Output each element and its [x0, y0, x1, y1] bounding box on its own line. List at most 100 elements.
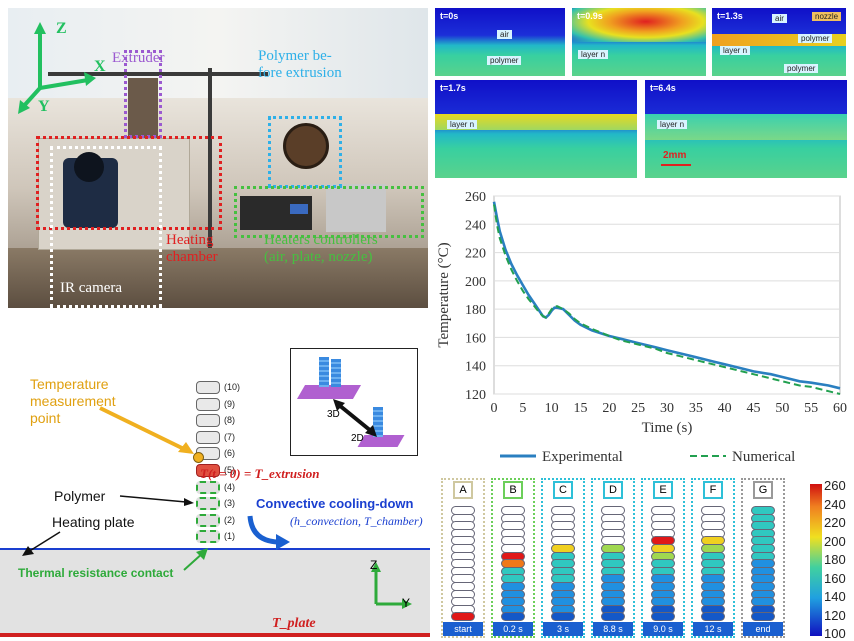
- colorbar-tick-label: 240: [824, 496, 846, 512]
- zy-axes-icon: [371, 562, 412, 609]
- frame-label: layer n: [447, 120, 478, 129]
- column-e: [641, 478, 685, 638]
- layer-number: (7): [224, 431, 235, 442]
- frame-time: t=1.7s: [440, 83, 466, 93]
- table-surface: [8, 248, 428, 308]
- dimension-inset: 3D 2D: [290, 348, 418, 456]
- thermal-resistance-label: Thermal resistance contact: [18, 566, 174, 580]
- plot-area: [493, 195, 841, 395]
- legend-label: Numerical: [732, 449, 795, 465]
- colorbar-tick-label: 160: [824, 570, 846, 586]
- convective-sub-label: (h_convection, T_chamber): [290, 514, 423, 528]
- series-line-experimental: [492, 201, 841, 390]
- thermal-frame-1: t=0s air polymer: [435, 8, 565, 76]
- x-tick-label: 20: [602, 401, 616, 416]
- heaters-controllers-label: Heaters controllers (air, plate, nozzle): [264, 232, 378, 265]
- layer-number: (10): [224, 382, 241, 392]
- plate-3d: [296, 385, 362, 399]
- column-c: [541, 478, 585, 638]
- frame-label: layer n: [578, 50, 609, 59]
- x-tick-label: 40: [718, 401, 732, 416]
- x-tick-label: 5: [519, 401, 526, 416]
- heating-plate-arrow: [22, 531, 61, 556]
- frame-time: t=0s: [440, 11, 459, 21]
- ir-camera-box: [50, 146, 162, 308]
- polymer-layer: [196, 480, 220, 494]
- controllers-box: [234, 186, 424, 238]
- axis-y-label: Y: [38, 98, 50, 115]
- measurement-arrow: [99, 406, 194, 454]
- column-letter: F: [703, 481, 723, 499]
- frame-label: polymer: [487, 56, 522, 65]
- inset-3d-label: 3D: [327, 409, 340, 420]
- column-letter: E: [653, 481, 673, 499]
- layer-number: (2): [224, 514, 235, 525]
- polymer-layer: [196, 397, 220, 411]
- plate-bottom-line: [0, 633, 430, 637]
- frame-beam: [48, 72, 268, 76]
- spool: [283, 123, 329, 169]
- frame-label: polymer: [784, 64, 819, 73]
- polymer-layer: [196, 430, 220, 444]
- column-time-label: 12 s: [693, 622, 733, 636]
- colorbar-tick-label: 140: [824, 589, 846, 604]
- polymer-layer: [196, 497, 220, 511]
- t-formula: T(t = 0) = T_extrusion: [200, 466, 320, 481]
- polymer-layer: [196, 513, 220, 527]
- frame-post: [208, 68, 212, 248]
- frame-label: air: [497, 30, 512, 39]
- transform-arrow: [333, 399, 377, 437]
- x-axis-label: Time (s): [642, 420, 693, 436]
- column-cell: [601, 612, 625, 622]
- column-d: [591, 478, 635, 638]
- convective-arrow: [247, 515, 290, 550]
- frame-label: polymer: [798, 34, 833, 43]
- column-cell: [501, 612, 525, 622]
- layer-number: (6): [224, 448, 235, 459]
- column-cell: [451, 612, 475, 622]
- column-time-label: 3 s: [543, 622, 583, 636]
- thermal-frame-2: t=0.9s layer n: [572, 8, 706, 76]
- frame-label: layer n: [720, 46, 751, 55]
- colorbar-tick-label: 200: [824, 533, 846, 549]
- polymer-layer: [196, 414, 220, 428]
- column-time-label: start: [443, 622, 483, 636]
- heating-chamber-box: [36, 136, 222, 230]
- wall-3d: [319, 357, 329, 387]
- convective-label: Convective cooling-down: [256, 496, 414, 511]
- x-tick-label: 35: [689, 401, 703, 416]
- x-tick-label: 60: [833, 401, 847, 416]
- colorbar-tick-label: 100: [824, 626, 846, 641]
- column-b: [491, 478, 535, 638]
- column-a: [441, 478, 485, 638]
- temperature-chart: 120 140 160 180 200 220 240 260 0 5 10 15 20 25 30 35 40…: [436, 190, 847, 465]
- x-tick-label: 15: [574, 401, 588, 416]
- column-time-label: 0.2 s: [493, 622, 533, 636]
- polymer-layer: [196, 381, 220, 394]
- wall-2d: [373, 407, 383, 437]
- y-axis-label: Temperature (°C): [436, 242, 452, 347]
- x-tick-label: 25: [631, 401, 645, 416]
- thermal-resistance-arrow: [183, 548, 208, 571]
- column-cell: [751, 612, 775, 622]
- y-tick-label: 180: [465, 303, 486, 318]
- x-tick-label: 30: [660, 401, 674, 416]
- schematic-axis-z: Z: [370, 558, 378, 572]
- warm-layer: [435, 114, 637, 130]
- thermal-frame-3: t=1.3s air nozzle polymer layer n polyme…: [712, 8, 846, 76]
- scale-bar: [661, 164, 691, 166]
- y-tick-label: 120: [465, 388, 486, 403]
- column-time-label: 9.0 s: [643, 622, 683, 636]
- layer-number: (1): [224, 531, 235, 542]
- colorbar-tick-label: 220: [824, 515, 846, 530]
- column-cell: [551, 612, 575, 622]
- layer-number: (9): [224, 398, 235, 409]
- polymer-before-label: Polymer be- fore extrusion: [258, 48, 342, 81]
- frame-time: t=6.4s: [650, 83, 676, 93]
- column-letter: D: [603, 481, 623, 499]
- column-letter: B: [503, 481, 523, 499]
- column-g: [741, 478, 785, 638]
- series-line-numerical: [493, 204, 841, 395]
- x-tick-label: 45: [747, 401, 761, 416]
- frame-label: nozzle: [812, 12, 842, 21]
